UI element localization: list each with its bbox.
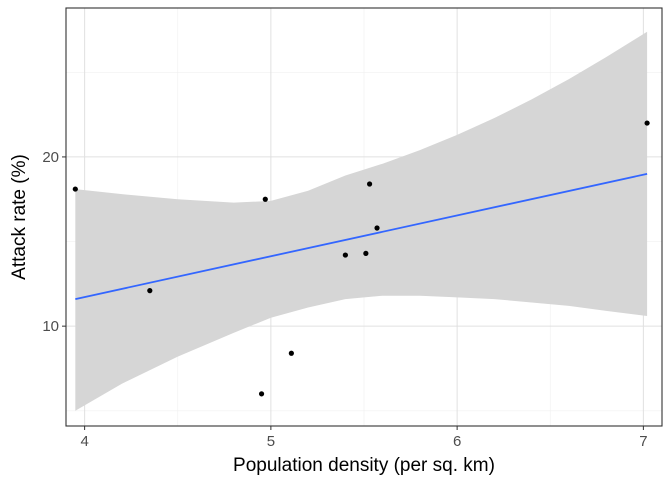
x-tick-label: 6: [453, 433, 461, 450]
data-point: [366, 181, 373, 187]
data-point: [72, 186, 78, 192]
x-tick-label: 7: [639, 433, 647, 450]
y-tick-label: 10: [42, 318, 59, 335]
x-axis-title: Population density (per sq. km): [233, 455, 495, 476]
data-point: [288, 350, 294, 356]
x-tick-label: 4: [80, 433, 88, 450]
data-point: [342, 252, 348, 258]
panel-border: [65, 7, 663, 427]
y-axis-title: Attack rate (%): [9, 154, 30, 280]
x-tick-label: 5: [267, 433, 275, 450]
data-point: [147, 288, 153, 294]
confidence-band: [75, 31, 648, 411]
data-point: [262, 196, 268, 202]
data-point: [363, 250, 369, 256]
y-axis-ticks: 10 20: [42, 149, 66, 335]
data-point: [258, 391, 265, 397]
data-point: [644, 120, 650, 126]
x-axis-ticks: 4 5 6 7: [80, 426, 648, 450]
data-point: [374, 225, 380, 231]
data-points: [72, 120, 650, 397]
y-tick-label: 20: [42, 149, 59, 166]
trend-line: [75, 172, 648, 300]
